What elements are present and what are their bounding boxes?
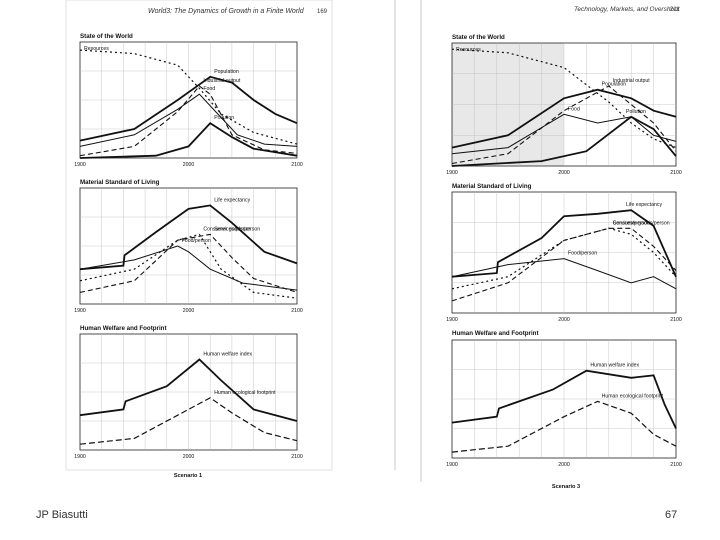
series-line-food-person: [451, 258, 677, 290]
series-label: Life expectancy: [214, 197, 250, 203]
series-label: Industrial output: [613, 78, 650, 84]
series-label: Resources: [84, 46, 109, 52]
panel-title: Human Welfare and Footprint: [80, 325, 167, 332]
x-tick-label: 2000: [558, 317, 570, 323]
series-line-industrial-output: [79, 85, 298, 157]
scenario-3-caption: Scenario 3: [552, 484, 580, 490]
left-page-number: 169: [317, 9, 328, 15]
series-line-services-person: [79, 233, 298, 293]
slide-number: 67: [665, 509, 678, 521]
series-label: Food: [568, 106, 580, 112]
x-tick-label: 2000: [558, 462, 570, 468]
series-label: Human ecological footprint: [602, 393, 664, 399]
panel-title: Material Standard of Living: [80, 179, 160, 186]
x-tick-label: 2100: [670, 462, 682, 468]
x-tick-label: 1900: [74, 454, 86, 460]
x-tick-label: 2000: [183, 454, 195, 460]
series-line-life-expectancy: [79, 204, 298, 271]
series-line-resources: [79, 49, 298, 145]
series-label: Industrial output: [203, 78, 240, 84]
x-tick-label: 1900: [446, 317, 458, 323]
x-tick-label: 1900: [446, 462, 458, 468]
x-tick-label: 2000: [183, 162, 195, 168]
series-label: Resources: [456, 47, 481, 53]
scenario-3-panel-1: State of the World Resources Industrial ou…: [446, 34, 682, 176]
series-line-consumer-goods-person: [451, 227, 677, 290]
scenario-3-panel-2: Material Standard of Living Consumer good…: [446, 183, 682, 323]
panel-title: State of the World: [452, 34, 505, 41]
x-tick-label: 2100: [291, 308, 303, 314]
scenario-1-panel-3: Human Welfare and Footprint Human welfare…: [74, 325, 303, 460]
series-label: Services/person: [214, 226, 251, 232]
left-book-page: [65, 0, 333, 471]
panel-title: Material Standard of Living: [452, 183, 532, 190]
x-tick-label: 2100: [670, 170, 682, 176]
x-tick-label: 2000: [183, 308, 195, 314]
series-label: Services/person: [613, 220, 650, 226]
series-label: Population: [214, 69, 239, 75]
panel-title: Human Welfare and Footprint: [452, 330, 539, 337]
scenario-3-panel-3: Human Welfare and Footprint Human welfare…: [446, 330, 682, 468]
x-tick-label: 2100: [670, 317, 682, 323]
series-line-consumer-goods-person: [79, 233, 298, 299]
series-line-pollution: [79, 122, 298, 159]
x-tick-label: 1900: [74, 162, 86, 168]
series-label: Food/person: [182, 238, 211, 244]
scenario-1-panel-2: Material Standard of Living Consumer good…: [74, 179, 303, 314]
series-line-population: [79, 75, 298, 142]
x-tick-label: 1900: [74, 308, 86, 314]
series-label: Pollution: [626, 109, 646, 115]
series-line-human-welfare-index: [451, 369, 677, 429]
series-line-life-expectancy: [451, 209, 677, 278]
series-line-resources: [451, 48, 677, 149]
scenario-1-caption: Scenario 1: [174, 473, 202, 479]
series-line-industrial-output: [451, 85, 677, 165]
series-label: Human welfare index: [203, 352, 252, 358]
charts-layer: State of the World Resources Industrial ou…: [74, 33, 682, 490]
series-label: Pollution: [214, 115, 234, 121]
x-tick-label: 1900: [446, 170, 458, 176]
series-label: Food: [203, 86, 215, 92]
series-line-human-ecological-footprint: [79, 397, 298, 445]
series-line-services-person: [451, 227, 677, 302]
scenario-1-panel-1: State of the World Resources Industrial ou…: [74, 33, 303, 168]
right-running-header: Technology, Markets, and Overshoot: [574, 6, 681, 13]
right-page-number: 211: [670, 7, 680, 13]
series-label: Food/person: [568, 251, 597, 257]
series-line-population: [451, 88, 677, 149]
x-tick-label: 2000: [558, 170, 570, 176]
series-line-pollution: [451, 115, 677, 167]
series-line-food: [451, 113, 677, 155]
x-tick-label: 2100: [291, 162, 303, 168]
series-label: Consumer goods/person: [613, 220, 670, 226]
panel-title: State of the World: [80, 33, 133, 40]
left-running-header: World3: The Dynamics of Growth in a Fini…: [148, 8, 305, 15]
series-line-human-welfare-index: [79, 358, 298, 422]
x-tick-label: 2100: [291, 454, 303, 460]
series-line-food-person: [79, 245, 298, 291]
author-credit: JP Biasutti: [36, 509, 88, 521]
series-label: Consumer goods/person: [203, 226, 260, 232]
series-label: Population: [602, 82, 627, 88]
series-label: Life expectancy: [626, 202, 662, 208]
series-line-human-ecological-footprint: [451, 400, 677, 453]
series-label: Human ecological footprint: [214, 390, 276, 396]
series-line-food: [79, 93, 298, 147]
series-label: Human welfare index: [590, 363, 639, 369]
